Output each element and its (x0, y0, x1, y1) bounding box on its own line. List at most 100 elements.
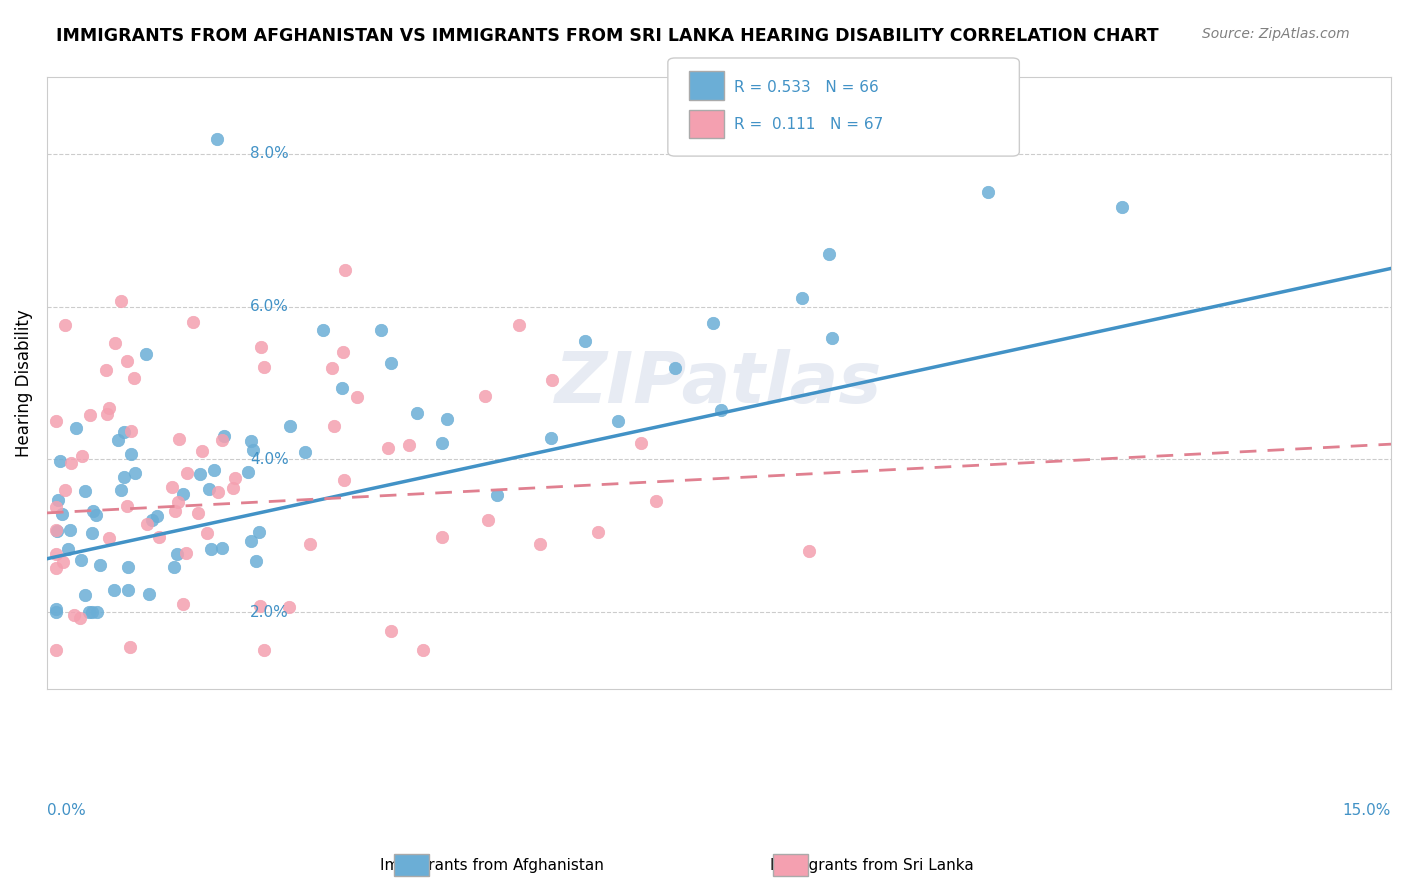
Point (82, 504, 104, 518)
Point (790, 291, 813, 305)
Point (645, 493, 668, 508)
Point (103, 582, 125, 597)
Point (322, 419, 344, 434)
Point (224, 471, 246, 485)
Point (45, 561, 67, 575)
Text: 4.0%: 4.0% (250, 452, 288, 467)
Point (190, 443, 212, 458)
Point (77, 605, 100, 619)
Point (211, 541, 233, 556)
Point (432, 530, 454, 544)
Point (188, 467, 211, 481)
Point (80, 605, 103, 619)
Point (120, 424, 142, 438)
Point (98, 401, 121, 416)
Point (436, 411, 458, 425)
Point (474, 388, 496, 402)
Point (1111, 200, 1133, 214)
Point (195, 526, 218, 541)
Point (430, 435, 453, 450)
Point (141, 513, 163, 527)
Point (110, 293, 132, 308)
Point (86, 605, 108, 619)
Point (278, 419, 301, 434)
Point (377, 442, 399, 456)
Point (98, 531, 121, 545)
Point (69, 553, 91, 567)
Point (240, 534, 263, 549)
Point (486, 488, 509, 502)
Text: IMMIGRANTS FROM AFGHANISTAN VS IMMIGRANTS FROM SRI LANKA HEARING DISABILITY CORR: IMMIGRANTS FROM AFGHANISTAN VS IMMIGRANT… (56, 27, 1159, 45)
Point (117, 560, 139, 574)
Point (166, 547, 188, 561)
Point (112, 425, 135, 439)
Point (52, 555, 75, 569)
Point (73, 483, 96, 498)
Point (115, 354, 138, 368)
Text: R =  0.111   N = 67: R = 0.111 N = 67 (734, 118, 883, 132)
Point (380, 624, 402, 638)
Point (79, 409, 101, 423)
Text: 0.0%: 0.0% (46, 803, 86, 818)
Point (370, 323, 392, 337)
Point (56, 542, 79, 557)
Point (84, 508, 107, 522)
Point (321, 361, 343, 376)
Text: 15.0%: 15.0% (1343, 803, 1391, 818)
Point (212, 429, 235, 443)
Point (312, 323, 335, 337)
Point (117, 583, 139, 598)
Point (118, 640, 141, 654)
Point (45, 500, 67, 515)
Point (148, 531, 170, 545)
Point (332, 345, 354, 359)
Point (412, 643, 434, 657)
Point (112, 470, 135, 484)
Text: 2.0%: 2.0% (250, 605, 288, 620)
Point (197, 482, 219, 496)
Point (110, 483, 132, 497)
Point (46, 492, 69, 507)
Point (138, 587, 160, 601)
Point (211, 433, 233, 447)
Point (236, 465, 259, 479)
Point (51, 508, 73, 522)
Point (120, 447, 142, 461)
Point (49, 454, 72, 468)
Point (541, 373, 564, 387)
Point (702, 316, 724, 330)
Point (477, 512, 499, 526)
Point (380, 355, 402, 369)
Point (630, 436, 652, 450)
Point (346, 390, 368, 404)
Point (162, 560, 184, 574)
Point (135, 346, 157, 360)
Point (821, 331, 844, 345)
Point (172, 487, 194, 501)
Point (797, 543, 820, 558)
Point (46, 524, 69, 538)
Point (45, 602, 67, 616)
Point (242, 443, 264, 458)
Point (181, 315, 204, 329)
Point (94, 363, 117, 377)
Point (299, 537, 322, 551)
Point (245, 553, 267, 567)
Point (176, 546, 198, 560)
Point (176, 466, 198, 480)
Point (240, 434, 263, 448)
Point (253, 359, 276, 374)
Point (664, 360, 686, 375)
Point (107, 433, 129, 447)
Point (172, 597, 194, 611)
Point (253, 643, 276, 657)
Text: Source: ZipAtlas.com: Source: ZipAtlas.com (1202, 27, 1350, 41)
Point (588, 524, 610, 539)
Point (96, 407, 118, 421)
Text: 6.0%: 6.0% (250, 299, 288, 314)
Point (45, 643, 67, 657)
Text: R = 0.533   N = 66: R = 0.533 N = 66 (734, 80, 879, 95)
Point (89, 558, 111, 572)
Point (977, 185, 1000, 199)
Point (104, 336, 127, 351)
